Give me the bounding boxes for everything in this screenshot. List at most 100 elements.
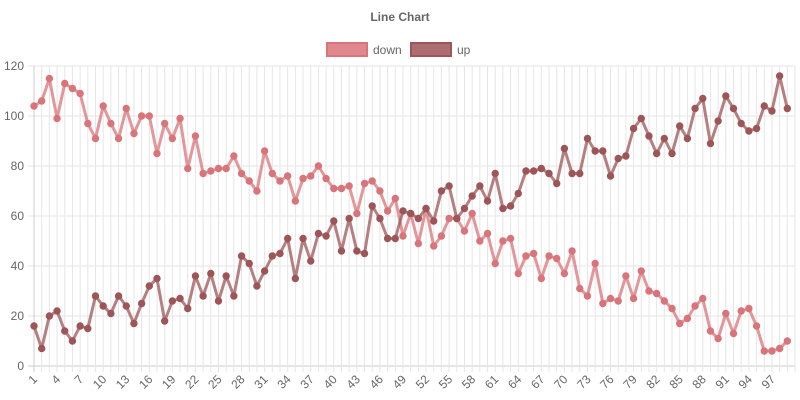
data-point-down (283, 172, 292, 180)
x-axis: 1 4 7 10 13 16 19 22 25 28 31 34 37 40 43 46 49 52 55 58 61 6… (25, 372, 778, 392)
data-point-up (276, 249, 284, 258)
data-point-up (683, 134, 692, 143)
data-point-up (360, 249, 369, 258)
data-point-down (768, 347, 776, 355)
x-tick-label: 88 (690, 372, 710, 392)
data-point-up (729, 104, 738, 113)
data-point-down (253, 187, 261, 195)
data-point-up (368, 202, 376, 210)
data-point-down (61, 79, 69, 88)
data-point-down (699, 294, 707, 303)
data-point-up (714, 117, 722, 125)
data-point-up (606, 172, 615, 180)
data-point-up (437, 187, 446, 195)
data-point-down (637, 267, 645, 275)
data-point-up (583, 134, 592, 143)
data-point-up (184, 304, 192, 313)
data-point-up (45, 312, 54, 320)
data-point-down (414, 239, 423, 248)
data-point-down (629, 294, 638, 303)
data-point-up (307, 257, 315, 265)
data-point-up (414, 214, 423, 223)
data-point-down (353, 209, 361, 218)
x-tick-label: 67 (528, 372, 548, 392)
data-point-down (476, 237, 484, 245)
legend-item-up[interactable]: up (410, 42, 471, 57)
data-point-up (706, 139, 715, 148)
data-point-down (191, 132, 200, 140)
data-point-down (460, 227, 469, 235)
data-point-down (529, 249, 538, 258)
x-tick-label: 13 (113, 372, 133, 392)
data-point-down (676, 319, 684, 328)
data-point-down (591, 259, 599, 268)
data-point-down (553, 254, 561, 263)
data-point-up (545, 169, 553, 178)
data-point-up (483, 197, 492, 205)
data-point-down (168, 134, 177, 143)
data-point-up (668, 149, 676, 158)
data-point-up (37, 344, 46, 353)
data-point-up (560, 144, 569, 153)
x-tick-label: 28 (228, 372, 248, 392)
data-point-up (245, 259, 253, 268)
data-point-up (114, 292, 123, 300)
data-point-down (706, 327, 715, 335)
x-tick-label: 43 (344, 372, 364, 392)
x-tick-label: 46 (367, 372, 387, 392)
y-tick-label: 40 (11, 259, 25, 273)
x-tick-label: 22 (182, 372, 202, 392)
data-point-up (752, 124, 761, 133)
x-tick-label: 97 (759, 372, 779, 392)
x-tick-label: 76 (597, 372, 617, 392)
data-point-up (406, 209, 415, 218)
y-tick-label: 80 (11, 159, 25, 173)
data-point-down (145, 112, 154, 120)
data-point-up (299, 234, 307, 243)
data-point-down (322, 174, 330, 183)
data-point-down (199, 169, 207, 178)
x-tick-label: 61 (482, 372, 502, 392)
data-point-down (514, 269, 522, 278)
y-tick-label: 0 (17, 359, 24, 373)
data-point-down (360, 179, 369, 188)
x-tick-label: 34 (274, 372, 294, 392)
data-point-down (245, 177, 253, 185)
data-point-down (545, 252, 553, 260)
data-point-up (145, 282, 154, 290)
data-point-up (237, 252, 246, 260)
data-point-down (522, 252, 530, 260)
data-point-up (91, 292, 100, 300)
data-point-down (276, 177, 284, 185)
x-tick-label: 91 (713, 372, 733, 392)
data-point-down (560, 269, 569, 278)
data-point-up (745, 127, 753, 135)
data-point-down (583, 292, 592, 300)
data-point-down (376, 187, 384, 195)
x-tick-label: 25 (205, 372, 225, 392)
x-tick-label: 40 (321, 372, 341, 392)
data-point-up (222, 272, 230, 280)
data-point-down (391, 194, 399, 203)
chart-title: Line Chart (370, 10, 429, 24)
data-point-up (107, 309, 115, 318)
data-point-up (568, 169, 576, 178)
data-point-up (591, 147, 599, 155)
data-point-down (53, 114, 61, 123)
x-tick-label: 7 (72, 372, 87, 387)
data-point-up (645, 132, 653, 140)
x-tick-label: 85 (666, 372, 686, 392)
data-point-down (337, 184, 346, 193)
data-point-up (430, 217, 438, 225)
data-point-up (76, 322, 84, 330)
data-point-up (629, 124, 638, 133)
x-tick-label: 10 (90, 372, 110, 392)
series-up (30, 72, 792, 353)
data-point-up (260, 267, 269, 275)
data-point-up (330, 217, 338, 225)
data-point-down (568, 247, 576, 255)
data-point-down (722, 309, 730, 318)
legend-item-down[interactable]: down (326, 42, 402, 57)
x-tick-label: 79 (620, 372, 640, 392)
data-point-down (714, 334, 722, 343)
